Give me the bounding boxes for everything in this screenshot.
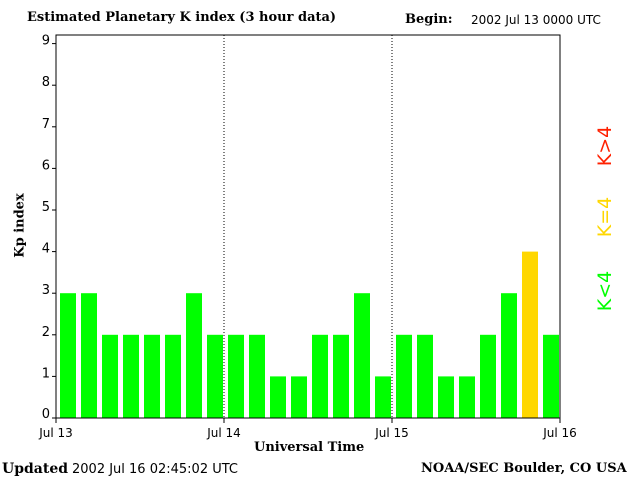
- legend-equal4: K=4: [594, 196, 617, 238]
- kp-bar: [165, 334, 181, 418]
- kp-bar: [144, 334, 160, 418]
- kp-bar: [417, 334, 433, 418]
- kp-bar: [375, 376, 391, 418]
- kp-bar: [543, 334, 559, 418]
- kp-bar: [396, 334, 412, 418]
- x-tick-label: Jul 15: [374, 426, 409, 440]
- updated-value: 2002 Jul 16 02:45:02 UTC: [72, 462, 238, 477]
- x-tick-label: Jul 14: [206, 426, 241, 440]
- y-tick-label: 3: [42, 283, 50, 298]
- kp-bar: [459, 376, 475, 418]
- kp-bar: [60, 293, 76, 418]
- kp-bar: [333, 334, 349, 418]
- legend-below4: K<4: [594, 270, 617, 312]
- y-tick-label: 7: [42, 117, 50, 132]
- y-tick-label: 6: [42, 158, 50, 173]
- x-tick-label: Jul 16: [542, 426, 577, 440]
- kp-bar: [186, 293, 202, 418]
- kp-bar: [354, 293, 370, 418]
- plot-border: [55, 34, 561, 419]
- legend-above4: K>4: [594, 125, 617, 167]
- kp-bar: [81, 293, 97, 418]
- source-credit: NOAA/SEC Boulder, CO USA: [421, 461, 627, 476]
- x-axis-label: Universal Time: [254, 440, 365, 455]
- kp-bar: [501, 293, 517, 418]
- kp-bar: [480, 334, 496, 418]
- y-tick-label: 5: [42, 200, 50, 215]
- y-tick-label: 1: [42, 366, 50, 381]
- kp-bar: [102, 334, 118, 418]
- chart-title: Estimated Planetary K index (3 hour data…: [27, 10, 337, 25]
- kp-bar: [228, 334, 244, 418]
- begin-value: 2002 Jul 13 0000 UTC: [471, 13, 601, 27]
- y-tick-label: 4: [42, 242, 50, 257]
- kp-bar: [438, 376, 454, 418]
- y-tick-label: 9: [42, 34, 50, 49]
- begin-label: Begin:: [405, 12, 453, 27]
- y-tick-label: 2: [42, 325, 50, 340]
- kp-bar: [207, 334, 223, 418]
- kp-bar: [291, 376, 307, 418]
- kp-bar: [312, 334, 328, 418]
- kp-bar: [123, 334, 139, 418]
- updated-label: Updated: [2, 461, 69, 477]
- y-axis-label: Kp index: [12, 193, 28, 258]
- kp-bar: [249, 334, 265, 418]
- x-tick-label: Jul 13: [38, 426, 73, 440]
- kp-bar: [270, 376, 286, 418]
- y-tick-label: 8: [42, 75, 50, 90]
- kp-bar: [522, 251, 538, 418]
- y-tick-label: 0: [42, 407, 50, 422]
